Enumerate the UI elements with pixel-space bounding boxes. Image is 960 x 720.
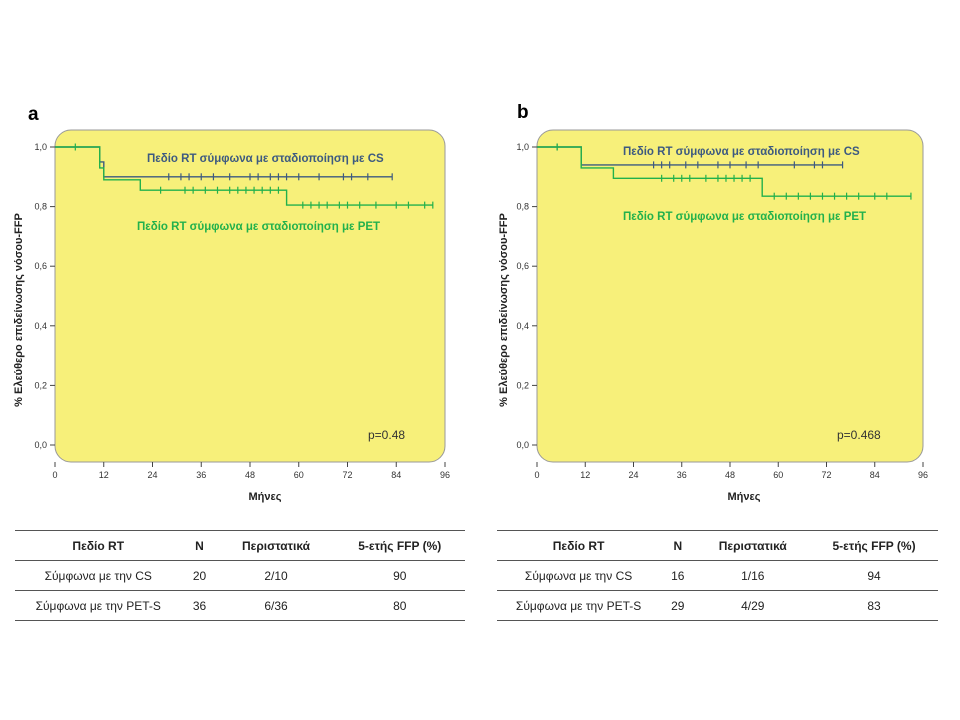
y-tick-label: 0,2 — [34, 380, 47, 390]
cell-events: 4/29 — [695, 590, 811, 621]
x-tick-label: 72 — [821, 470, 831, 480]
cell-events: 6/36 — [217, 590, 335, 621]
y-tick-label: 0,8 — [34, 202, 47, 212]
x-tick-label: 60 — [773, 470, 783, 480]
cell-n: 36 — [181, 590, 218, 621]
cell-n: 20 — [181, 560, 218, 591]
cell-ffp: 94 — [810, 560, 938, 591]
summary-table-b: Πεδίο RT N Περιστατικά 5-ετής FFP (%) Σύ… — [497, 530, 938, 621]
legend-label-pet: Πεδίο RT σύμφωνα με σταδιοποίηση με PET — [137, 221, 380, 233]
cell-field: Σύμφωνα με την CS — [497, 560, 661, 591]
panel-b: b 0,0 0,2 0,4 0,6 0,8 1,0 0 12 24 36 48 60 72 84 96 Μήνε… — [480, 0, 960, 720]
cell-n: 16 — [660, 560, 696, 591]
x-tick-label: 36 — [677, 470, 687, 480]
chart-a: a 0,0 0,2 0,4 0,6 0,8 1,0 0 12 24 36 48 60 72 84 96 Μήνε… — [13, 104, 450, 503]
x-tick-label: 0 — [534, 470, 539, 480]
p-value: p=0.468 — [837, 428, 881, 442]
table-header-row: Πεδίο RT N Περιστατικά 5-ετής FFP (%) — [497, 530, 938, 561]
x-tick-label: 48 — [725, 470, 735, 480]
cell-n: 29 — [660, 590, 696, 621]
cell-ffp: 90 — [334, 560, 465, 591]
cell-ffp: 83 — [810, 590, 938, 621]
table-row: Σύμφωνα με την PET-S 29 4/29 83 — [497, 590, 938, 621]
y-tick-label: 0,4 — [34, 321, 47, 331]
panel-letter: b — [517, 102, 529, 123]
y-tick-label: 1,0 — [34, 142, 47, 152]
x-tick-label: 24 — [147, 470, 157, 480]
x-tick-label: 96 — [440, 470, 450, 480]
y-tick-label: 0,2 — [516, 380, 529, 390]
header-n: N — [660, 530, 696, 561]
table-row: Σύμφωνα με την CS 20 2/10 90 — [15, 560, 465, 591]
x-tick-label: 84 — [391, 470, 401, 480]
km-curve-pet — [55, 146, 433, 206]
panel-letter: a — [28, 104, 39, 125]
header-events: Περιστατικά — [217, 530, 335, 561]
x-tick-label: 48 — [245, 470, 255, 480]
y-axis-title: % Ελεύθερο επιδείνωσης νόσου-FFP — [498, 213, 510, 407]
y-tick-label: 0,6 — [34, 261, 47, 271]
legend-label-pet: Πεδίο RT σύμφωνα με σταδιοποίηση με PET — [623, 211, 866, 223]
header-field: Πεδίο RT — [497, 530, 661, 561]
header-ffp: 5-ετής FFP (%) — [334, 530, 465, 561]
plot-area — [536, 129, 924, 463]
chart-b: b 0,0 0,2 0,4 0,6 0,8 1,0 0 12 24 36 48 60 72 84 96 Μήνε… — [498, 102, 928, 503]
header-field: Πεδίο RT — [15, 530, 182, 561]
x-tick-label: 60 — [294, 470, 304, 480]
x-tick-label: 72 — [342, 470, 352, 480]
y-tick-label: 0,8 — [516, 202, 529, 212]
x-tick-label: 0 — [52, 470, 57, 480]
legend-label-cs: Πεδίο RT σύμφωνα με σταδιοποίηση με CS — [623, 146, 860, 158]
x-tick-label: 12 — [99, 470, 109, 480]
header-events: Περιστατικά — [695, 530, 811, 561]
y-tick-label: 0,0 — [34, 440, 47, 450]
y-axis-title: % Ελεύθερο επιδείνωσης νόσου-FFP — [13, 213, 25, 407]
panel-a: a 0,0 0,2 0,4 0,6 0,8 1,0 0 12 24 36 48 60 72 84 96 Μήνε… — [13, 104, 450, 503]
legend-label-cs: Πεδίο RT σύμφωνα με σταδιοποίηση με CS — [147, 153, 384, 165]
x-tick-label: 36 — [196, 470, 206, 480]
table-row: Σύμφωνα με την PET-S 36 6/36 80 — [15, 590, 465, 621]
cell-ffp: 80 — [334, 590, 465, 621]
y-tick-label: 0,0 — [516, 440, 529, 450]
x-tick-label: 12 — [580, 470, 590, 480]
cell-field: Σύμφωνα με την PET-S — [15, 590, 182, 621]
x-tick-label: 96 — [918, 470, 928, 480]
cell-field: Σύμφωνα με την PET-S — [497, 590, 661, 621]
summary-table-a: Πεδίο RT N Περιστατικά 5-ετής FFP (%) Σύ… — [15, 530, 465, 621]
x-tick-label: 24 — [628, 470, 638, 480]
table-row: Σύμφωνα με την CS 16 1/16 94 — [497, 560, 938, 591]
p-value: p=0.48 — [368, 428, 405, 442]
cell-field: Σύμφωνα με την CS — [15, 560, 182, 591]
y-tick-label: 1,0 — [516, 142, 529, 152]
cell-events: 2/10 — [217, 560, 335, 591]
x-axis-title: Μήνες — [249, 491, 282, 503]
x-tick-label: 84 — [870, 470, 880, 480]
header-ffp: 5-ετής FFP (%) — [810, 530, 938, 561]
cell-events: 1/16 — [695, 560, 811, 591]
y-tick-label: 0,6 — [516, 261, 529, 271]
km-curve-pet — [537, 146, 911, 197]
y-tick-label: 0,4 — [516, 321, 529, 331]
x-axis-title: Μήνες — [728, 491, 761, 503]
table-header-row: Πεδίο RT N Περιστατικά 5-ετής FFP (%) — [15, 530, 465, 561]
header-n: N — [181, 530, 218, 561]
